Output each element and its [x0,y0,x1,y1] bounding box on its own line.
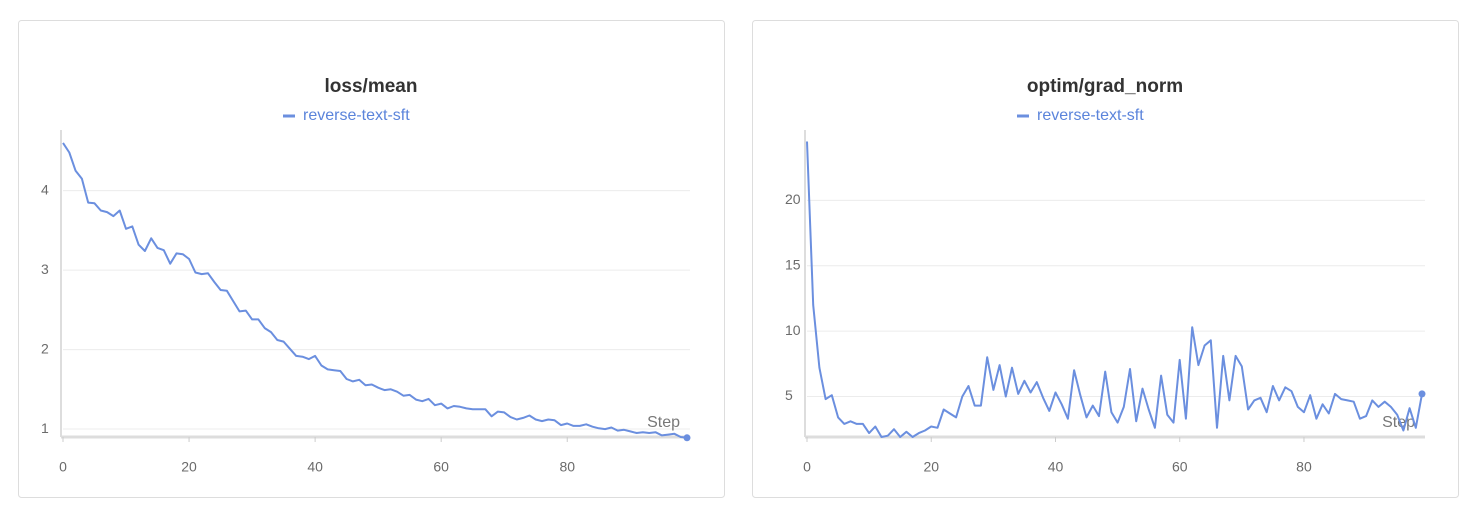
legend-label: reverse-text-sft [1037,107,1144,124]
x-tick-label: 40 [307,459,323,475]
x-tick-label: 80 [1296,459,1312,475]
y-tick-label: 20 [785,191,801,207]
legend-label: reverse-text-sft [303,107,410,124]
y-tick-label: 1 [41,420,49,436]
y-tick-label: 3 [41,261,49,277]
x-tick-label: 60 [433,459,449,475]
x-tick-label: 0 [803,459,811,475]
x-tick-label: 20 [923,459,939,475]
x-tick-label: 40 [1048,459,1064,475]
y-tick-label: 5 [785,387,793,403]
panel [752,20,1459,498]
panel [18,20,725,498]
x-tick-label: 80 [559,459,575,475]
y-tick-label: 15 [785,256,801,272]
y-tick-label: 4 [41,181,49,197]
series-line [806,141,1423,438]
last-point [1418,390,1426,398]
chart-title: loss/mean [325,76,418,97]
x-tick-label: 0 [59,459,67,475]
chart-title: optim/grad_norm [1027,76,1183,97]
x-tick-label: 20 [181,459,197,475]
series-line [62,142,688,439]
last-point [683,434,691,442]
y-tick-label: 10 [785,322,801,338]
x-tick-label: 60 [1172,459,1188,475]
y-tick-label: 2 [41,340,49,356]
x-axis-label: Step [647,414,680,431]
